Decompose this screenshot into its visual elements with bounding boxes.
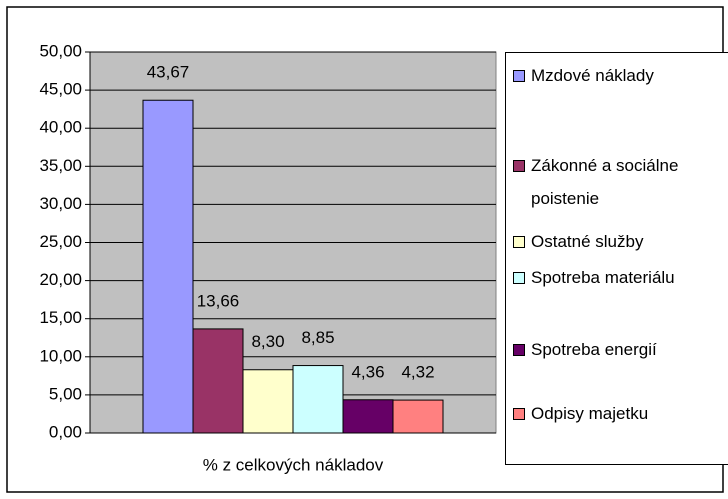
legend-swatch — [513, 236, 525, 248]
legend-label: Spotreba energií — [531, 340, 657, 359]
legend-label: Zákonné a sociálne poistenie — [531, 156, 679, 208]
y-tick-label: 40,00 — [39, 118, 82, 137]
y-tick-label: 15,00 — [39, 308, 82, 327]
legend-label: Ostatné služby — [531, 232, 644, 251]
y-tick-label: 35,00 — [39, 156, 82, 175]
y-tick-label: 5,00 — [49, 384, 82, 403]
legend-swatch — [513, 408, 525, 420]
legend-item: Spotreba materiálu — [513, 261, 713, 294]
data-label: 4,36 — [351, 362, 384, 381]
y-tick-label: 0,00 — [49, 422, 82, 441]
bar — [392, 399, 444, 434]
legend-swatch — [513, 272, 525, 284]
y-tick-label: 30,00 — [39, 194, 82, 213]
x-tick-label: % z celkových nákladov — [203, 455, 384, 474]
data-label: 8,30 — [251, 332, 284, 351]
legend-item: Mzdové náklady — [513, 59, 713, 92]
legend-item: Spotreba energií — [513, 333, 713, 366]
legend-swatch — [513, 70, 525, 82]
legend-label: Mzdové náklady — [531, 66, 654, 85]
legend-swatch — [513, 344, 525, 356]
bar — [292, 365, 344, 434]
legend-item: Odpisy majetku — [513, 397, 713, 430]
data-label: 13,66 — [197, 291, 240, 310]
data-label: 4,32 — [401, 363, 434, 382]
data-label: 43,67 — [147, 63, 190, 82]
data-label: 8,85 — [301, 328, 334, 347]
legend-label: Odpisy majetku — [531, 404, 649, 423]
legend: Mzdové náklady Zákonné a sociálne poisten… — [505, 52, 728, 465]
bar — [192, 328, 244, 434]
legend-swatch — [513, 160, 525, 172]
legend-label: Spotreba materiálu — [531, 268, 675, 287]
y-tick-label: 45,00 — [39, 80, 82, 99]
y-tick-label: 50,00 — [39, 41, 82, 60]
bar — [342, 399, 394, 434]
bar — [242, 369, 294, 434]
y-tick-label: 25,00 — [39, 232, 82, 251]
y-tick-label: 20,00 — [39, 270, 82, 289]
legend-item: Zákonné a sociálne poistenie — [513, 149, 713, 215]
legend-item: Ostatné služby — [513, 225, 713, 258]
bar — [142, 99, 194, 434]
y-tick-label: 10,00 — [39, 346, 82, 365]
